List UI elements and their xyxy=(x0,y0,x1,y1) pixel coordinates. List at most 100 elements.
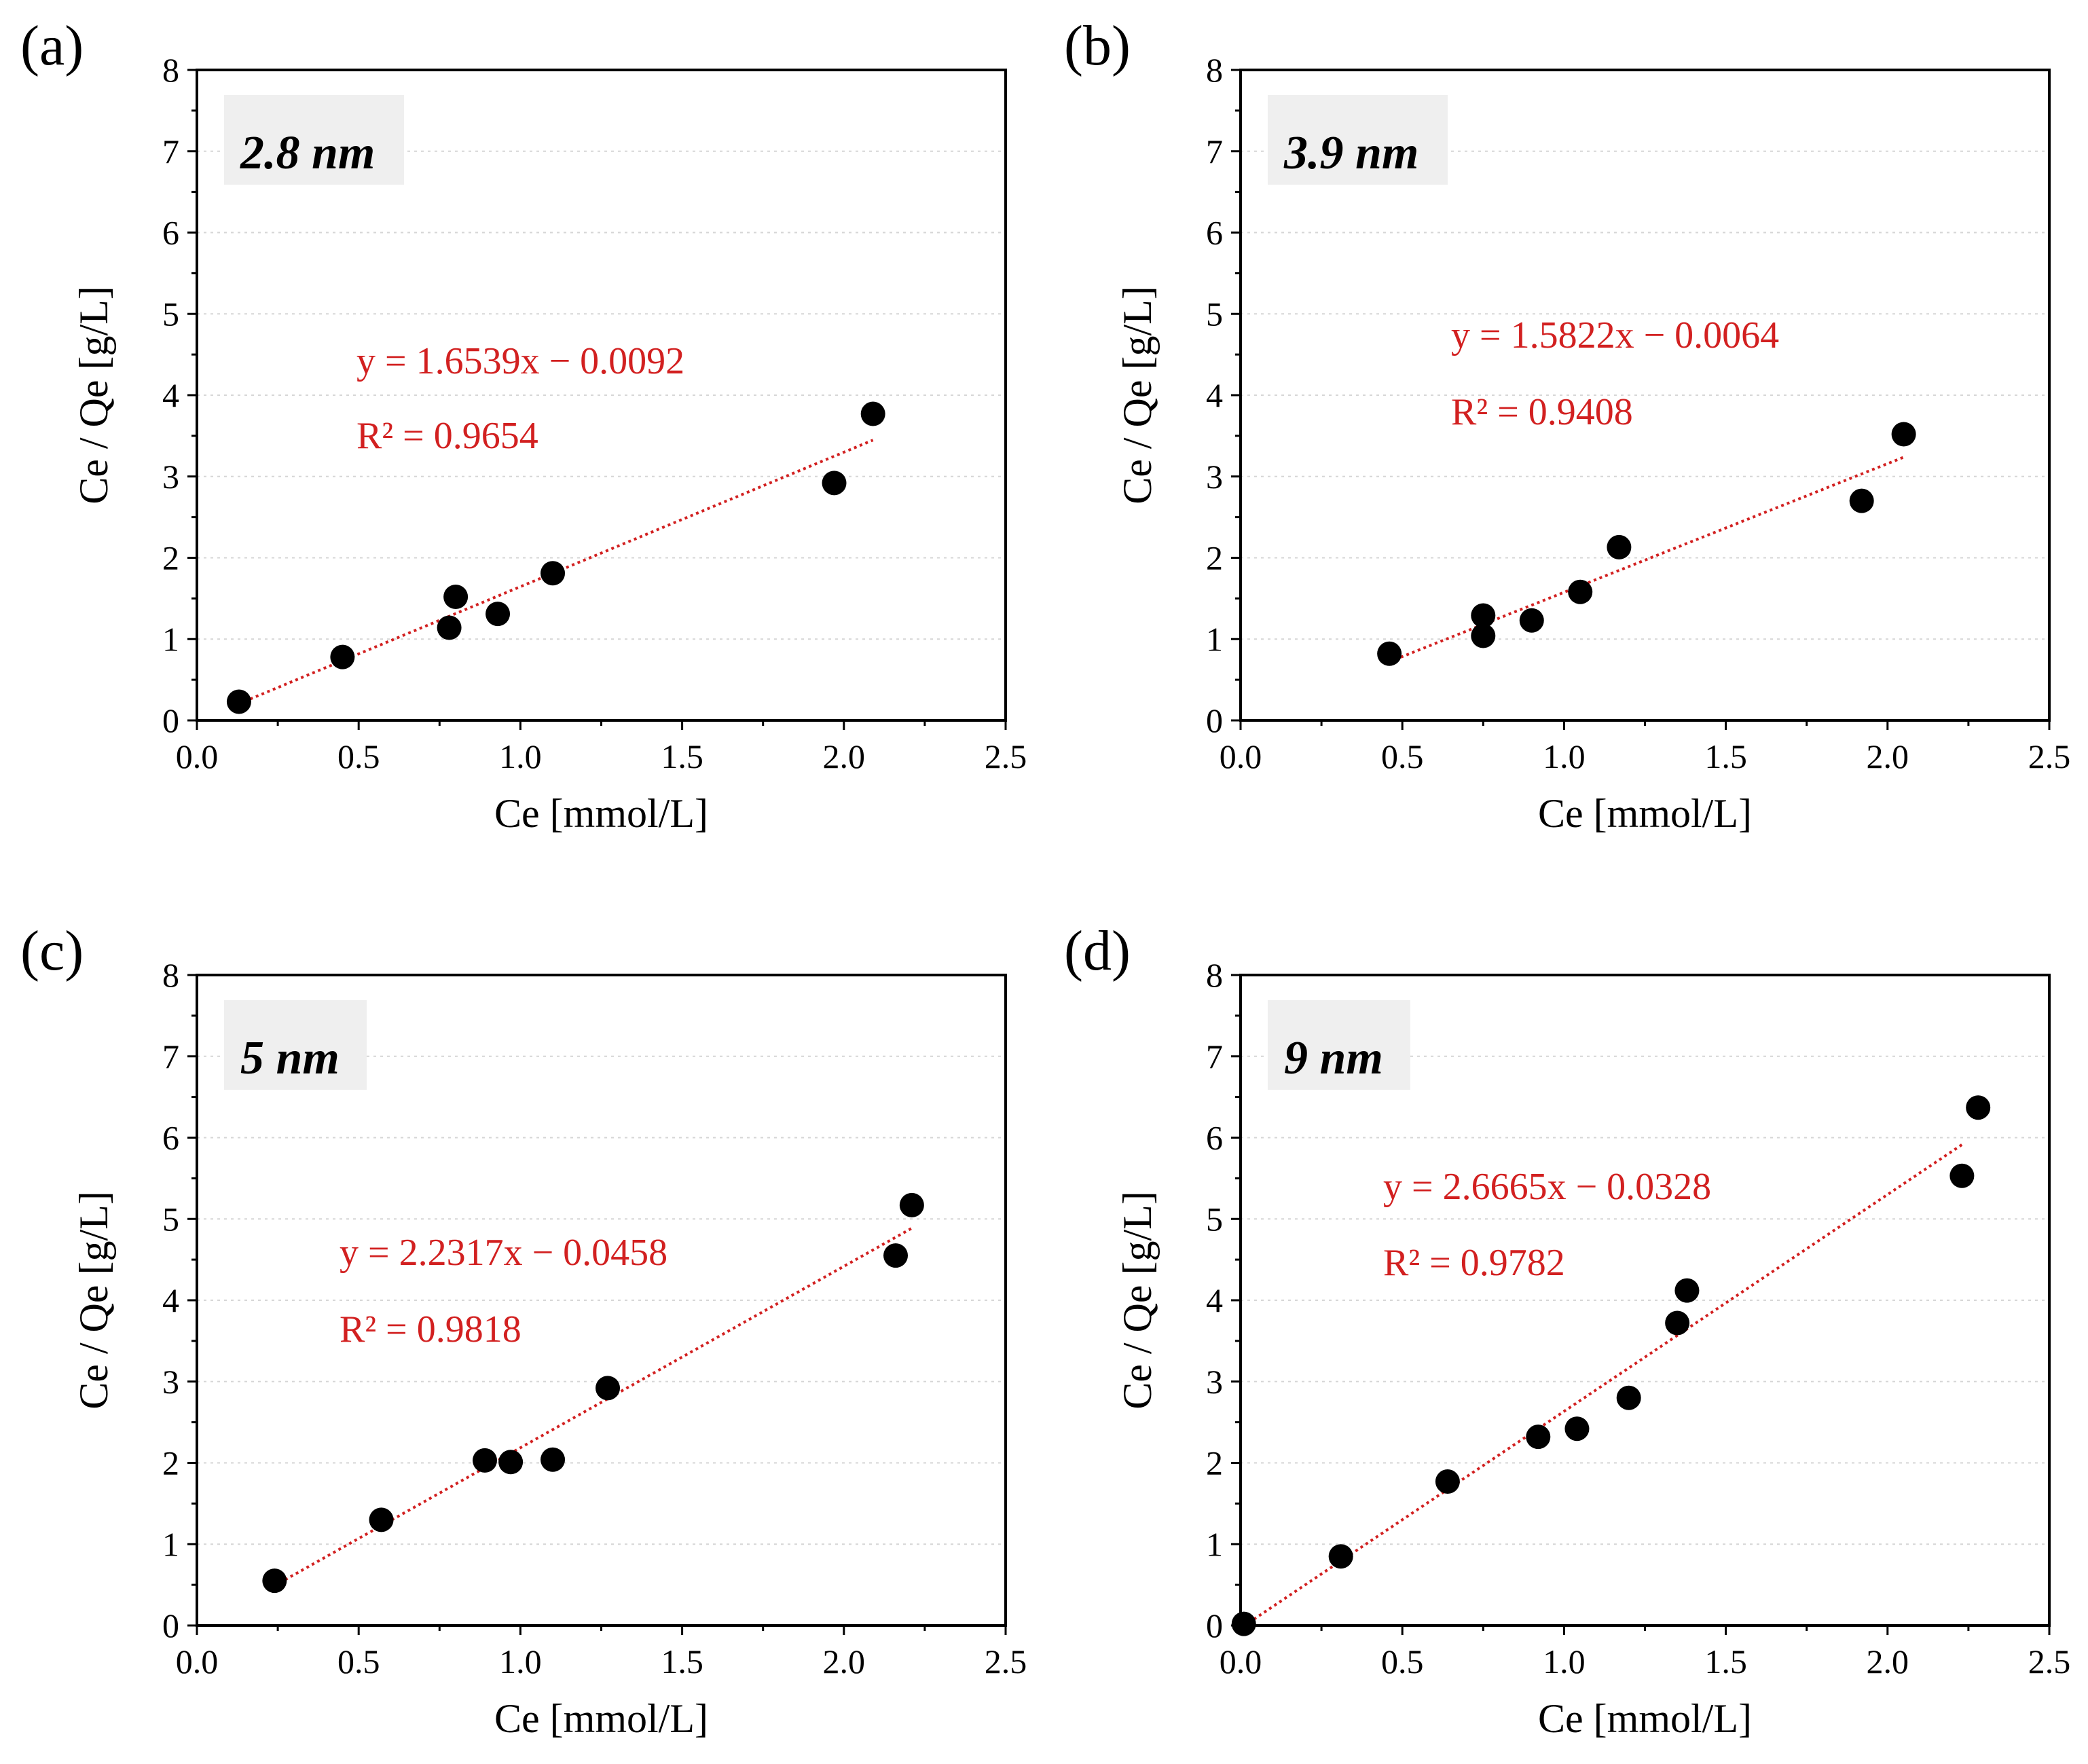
y-tick-label: 7 xyxy=(1206,1037,1223,1076)
x-axis-label: Ce [mmol/L] xyxy=(1538,791,1752,836)
data-point xyxy=(1568,579,1593,604)
x-tick-label: 0.5 xyxy=(337,737,380,775)
data-point xyxy=(226,689,251,714)
panel-label: (b) xyxy=(1064,14,1131,77)
plot-frame xyxy=(196,69,1007,722)
data-point xyxy=(1665,1310,1690,1336)
y-tick-label: 2 xyxy=(1206,539,1223,577)
fit-equation: y = 2.6665x − 0.0328 xyxy=(1383,1166,1711,1208)
y-tick-label: 4 xyxy=(1206,376,1223,414)
data-point xyxy=(1564,1416,1590,1441)
annotation-box xyxy=(224,95,404,185)
panel-label: (a) xyxy=(20,14,84,77)
data-point xyxy=(330,644,355,669)
data-point xyxy=(883,1243,909,1268)
y-tick-label: 5 xyxy=(1206,1200,1223,1238)
x-tick-label: 1.0 xyxy=(1543,737,1586,775)
y-tick-label: 5 xyxy=(162,1200,179,1238)
data-point xyxy=(860,401,885,426)
y-axis-label: Ce / Qe [g/L] xyxy=(71,1191,116,1410)
y-tick-label: 1 xyxy=(1206,1525,1223,1563)
y-tick-label: 8 xyxy=(1206,51,1223,89)
data-point xyxy=(1891,422,1916,447)
fit-equation: y = 2.2317x − 0.0458 xyxy=(340,1232,667,1274)
x-tick-label: 2.0 xyxy=(823,737,866,775)
data-point xyxy=(1471,623,1496,648)
y-tick-label: 6 xyxy=(1206,214,1223,252)
y-tick-label: 1 xyxy=(162,620,179,658)
panel-d: (d) 9 nm 0.0 0.5 1.0 1.5 2.0 2.5 0 1 2 3 4 5 6 7 8 Ce [mm… xyxy=(1064,919,2070,1741)
x-tick-label: 0.5 xyxy=(337,1642,380,1680)
data-point xyxy=(486,602,511,627)
y-tick-label: 8 xyxy=(1206,956,1223,994)
y-tick-label: 0 xyxy=(162,701,179,739)
data-point xyxy=(1526,1425,1551,1450)
data-point xyxy=(541,561,566,586)
x-tick-label: 2.5 xyxy=(985,737,1027,775)
y-tick-label: 2 xyxy=(162,1444,179,1482)
x-tick-label: 1.5 xyxy=(661,1642,703,1680)
y-tick-label: 7 xyxy=(1206,132,1223,170)
data-point xyxy=(262,1568,287,1594)
y-tick-label: 6 xyxy=(1206,1119,1223,1157)
plot-frame xyxy=(196,974,1007,1627)
y-tick-label: 0 xyxy=(1206,1606,1223,1644)
data-point xyxy=(1966,1095,1991,1120)
fit-r2: R² = 0.9782 xyxy=(1383,1242,1565,1284)
panel-label: (c) xyxy=(20,919,84,982)
x-tick-label: 1.0 xyxy=(499,1642,542,1680)
y-tick-label: 2 xyxy=(1206,1444,1223,1482)
y-tick-label: 7 xyxy=(162,132,179,170)
x-tick-label: 0.0 xyxy=(1220,1642,1262,1680)
fit-line xyxy=(1389,456,1905,663)
fit-equation: y = 1.6539x − 0.0092 xyxy=(356,340,684,382)
data-point xyxy=(1674,1278,1700,1303)
annotation-label: 9 nm xyxy=(1284,1032,1383,1084)
fit-r2: R² = 0.9818 xyxy=(340,1308,521,1350)
x-tick-label: 0.0 xyxy=(176,1642,219,1680)
y-tick-label: 1 xyxy=(1206,620,1223,658)
data-point xyxy=(498,1450,524,1475)
fit-line xyxy=(274,1227,913,1587)
data-point xyxy=(472,1448,497,1473)
y-tick-label: 7 xyxy=(162,1037,179,1076)
data-point xyxy=(1607,534,1632,559)
x-tick-label: 1.0 xyxy=(1543,1642,1586,1680)
x-axis-label: Ce [mmol/L] xyxy=(1538,1696,1752,1741)
y-tick-label: 6 xyxy=(162,1119,179,1157)
y-tick-label: 5 xyxy=(162,295,179,333)
y-tick-label: 6 xyxy=(162,214,179,252)
y-tick-label: 3 xyxy=(162,458,179,496)
annotation-label: 3.9 nm xyxy=(1283,127,1418,179)
data-point xyxy=(443,584,469,609)
annotation-box xyxy=(1268,95,1448,185)
data-point xyxy=(1949,1163,1975,1188)
y-tick-label: 0 xyxy=(1206,701,1223,739)
y-tick-label: 3 xyxy=(1206,1363,1223,1401)
data-point xyxy=(437,615,462,640)
x-tick-label: 1.5 xyxy=(1704,737,1747,775)
y-axis-label: Ce / Qe [g/L] xyxy=(1115,286,1160,504)
panel-c: (c) 5 nm 0.0 0.5 1.0 1.5 2.0 2.5 0 1 2 3 4 5 6 7 8 Ce [mm… xyxy=(20,919,1027,1741)
x-tick-label: 2.0 xyxy=(1867,1642,1909,1680)
x-tick-label: 2.5 xyxy=(985,1642,1027,1680)
y-tick-label: 3 xyxy=(1206,458,1223,496)
y-tick-label: 8 xyxy=(162,51,179,89)
annotation-label: 5 nm xyxy=(240,1032,340,1084)
y-tick-label: 1 xyxy=(162,1525,179,1563)
annotation-box xyxy=(1268,1000,1410,1090)
data-point xyxy=(1849,488,1874,513)
data-point xyxy=(1377,641,1402,666)
data-point xyxy=(1471,603,1496,628)
data-point xyxy=(1231,1611,1256,1636)
x-tick-label: 1.5 xyxy=(1704,1642,1747,1680)
y-tick-label: 3 xyxy=(162,1363,179,1401)
x-tick-label: 2.0 xyxy=(1867,737,1909,775)
plot-frame xyxy=(1239,974,2051,1627)
data-point xyxy=(369,1507,394,1532)
x-tick-label: 0.5 xyxy=(1381,1642,1424,1680)
x-tick-label: 1.5 xyxy=(661,737,703,775)
x-tick-label: 0.0 xyxy=(1220,737,1262,775)
data-point xyxy=(899,1192,924,1217)
